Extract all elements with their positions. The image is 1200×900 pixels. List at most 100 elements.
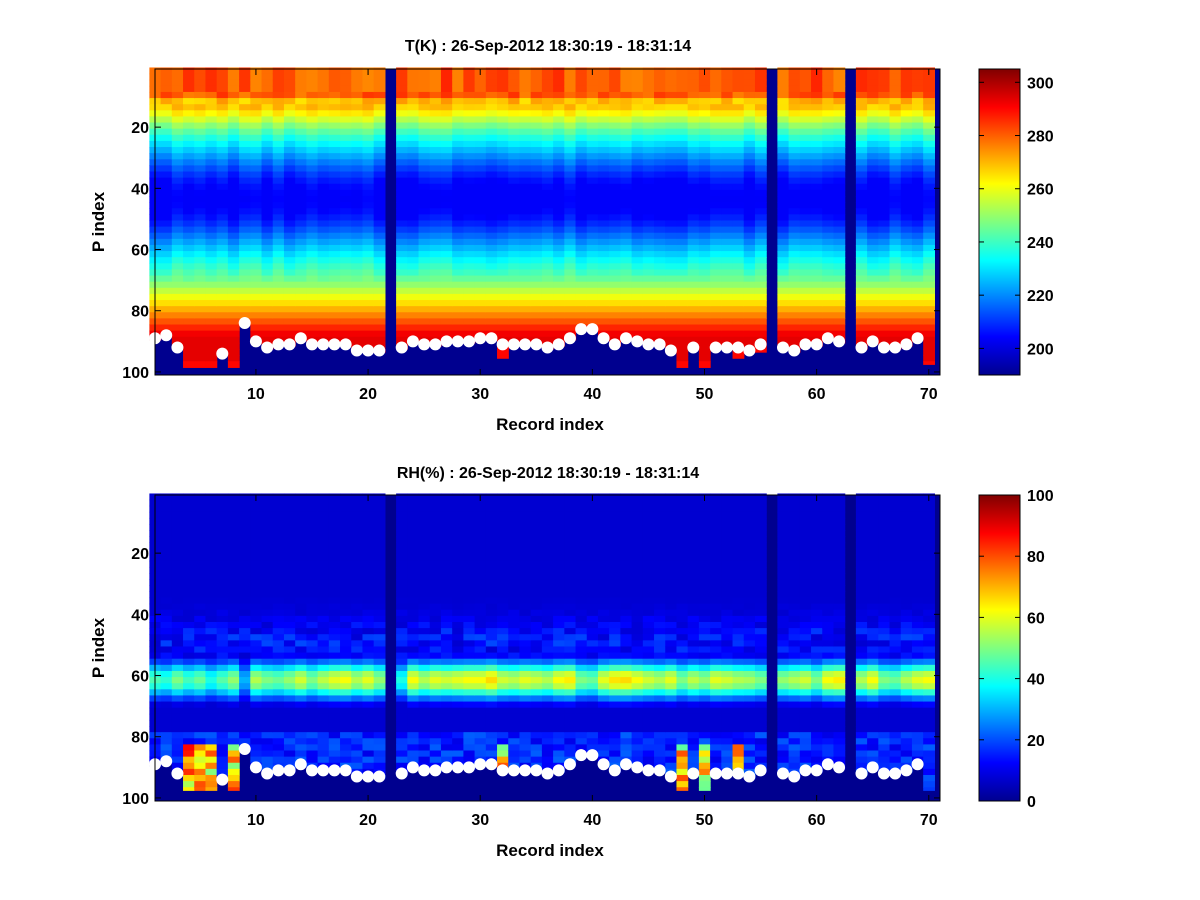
heatmap-cell: [564, 573, 577, 580]
heatmap-cell: [272, 232, 285, 240]
heatmap-cell: [597, 147, 610, 154]
heatmap-cell: [205, 251, 218, 258]
heatmap-cell: [429, 646, 442, 654]
heatmap-cell: [833, 220, 846, 228]
heatmap-cell: [530, 683, 543, 690]
heatmap-cell: [485, 738, 498, 745]
heatmap-cell: [239, 153, 251, 160]
heatmap-cell: [564, 579, 577, 586]
heatmap-cell: [743, 330, 756, 338]
heatmap-cell: [362, 511, 375, 519]
heatmap-cell: [452, 585, 464, 592]
heatmap-cell: [698, 244, 711, 252]
heatmap-cell: [396, 566, 408, 574]
heatmap-cell: [710, 208, 722, 215]
heatmap-cell: [216, 189, 229, 197]
heatmap-cell: [373, 609, 386, 617]
heatmap-cell: [508, 220, 521, 228]
heatmap-cell: [519, 756, 532, 764]
heatmap-cell: [710, 232, 722, 240]
heatmap-cell: [239, 517, 251, 525]
heatmap-cell: [407, 293, 420, 301]
heatmap-cell: [698, 361, 711, 368]
heatmap-cell: [362, 257, 375, 264]
heatmap-cell: [463, 579, 476, 586]
heatmap-cell: [283, 195, 296, 203]
heatmap-cell: [328, 183, 341, 191]
heatmap-cell: [429, 281, 442, 289]
heatmap-cell: [306, 263, 319, 271]
heatmap-cell: [530, 104, 543, 111]
heatmap-cell: [239, 621, 251, 629]
heatmap-cell: [227, 104, 240, 111]
heatmap-cell: [698, 98, 711, 105]
heatmap-cell: [463, 306, 476, 313]
heatmap-cell: [183, 732, 195, 739]
heatmap-cell: [519, 214, 532, 222]
heatmap-cell: [306, 732, 319, 739]
heatmap-cell: [530, 621, 543, 629]
heatmap-cell: [564, 597, 577, 605]
heatmap-cell: [295, 695, 307, 703]
heatmap-cell: [452, 251, 464, 258]
heatmap-cell: [340, 91, 352, 99]
heatmap-cell: [171, 147, 184, 154]
heatmap-cell: [609, 116, 621, 124]
heatmap-cell: [654, 281, 666, 289]
heatmap-cell: [205, 677, 218, 684]
heatmap-cell: [373, 165, 386, 173]
heatmap-cell: [654, 244, 666, 252]
heatmap-cell: [317, 177, 330, 185]
heatmap-cell: [508, 324, 521, 332]
heatmap-cell: [497, 348, 509, 356]
heatmap-cell: [250, 726, 263, 733]
heatmap-cell: [194, 85, 207, 93]
heatmap-cell: [227, 312, 240, 319]
heatmap-cell: [340, 536, 352, 544]
heatmap-cell: [654, 257, 666, 264]
heatmap-cell: [272, 542, 285, 550]
heatmap-cell: [642, 73, 655, 81]
heatmap-cell: [351, 104, 364, 111]
heatmap-cell: [239, 689, 251, 697]
heatmap-cell: [911, 300, 924, 307]
heatmap-cell: [575, 79, 588, 87]
heatmap-cell: [743, 128, 756, 136]
heatmap-cell: [396, 73, 408, 81]
heatmap-cell: [900, 140, 913, 148]
heatmap-cell: [407, 548, 420, 556]
heatmap-cell: [485, 306, 498, 313]
heatmap-cell: [676, 330, 689, 338]
heatmap-cell: [519, 324, 532, 332]
heatmap-cell: [497, 530, 509, 537]
heatmap-cell: [295, 585, 307, 592]
heatmap-cell: [665, 85, 678, 93]
heatmap-cell: [418, 153, 431, 160]
heatmap-cell: [452, 85, 464, 93]
heatmap-column: [396, 493, 408, 776]
heatmap-cell: [283, 159, 296, 166]
heatmap-cell: [194, 73, 207, 81]
heatmap-cell: [183, 664, 195, 672]
heatmap-cell: [351, 110, 364, 118]
heatmap-cell: [833, 153, 846, 160]
heatmap-cell: [497, 140, 509, 148]
heatmap-cell: [440, 269, 453, 277]
heatmap-cell: [530, 695, 543, 703]
heatmap-cell: [530, 98, 543, 105]
heatmap-cell: [317, 591, 330, 599]
heatmap-cell: [452, 208, 464, 215]
heatmap-cell: [306, 573, 319, 580]
heatmap-cell: [429, 493, 442, 501]
heatmap-cell: [418, 566, 431, 574]
heatmap-cell: [440, 98, 453, 105]
heatmap-cell: [497, 505, 509, 513]
heatmap-cell: [250, 257, 263, 264]
heatmap-cell: [508, 566, 521, 574]
heatmap-cell: [485, 511, 498, 519]
heatmap-cell: [250, 312, 263, 319]
heatmap-cell: [609, 98, 621, 105]
heatmap-cell: [586, 251, 599, 258]
heatmap-cell: [205, 652, 218, 660]
heatmap-cell: [631, 275, 644, 283]
